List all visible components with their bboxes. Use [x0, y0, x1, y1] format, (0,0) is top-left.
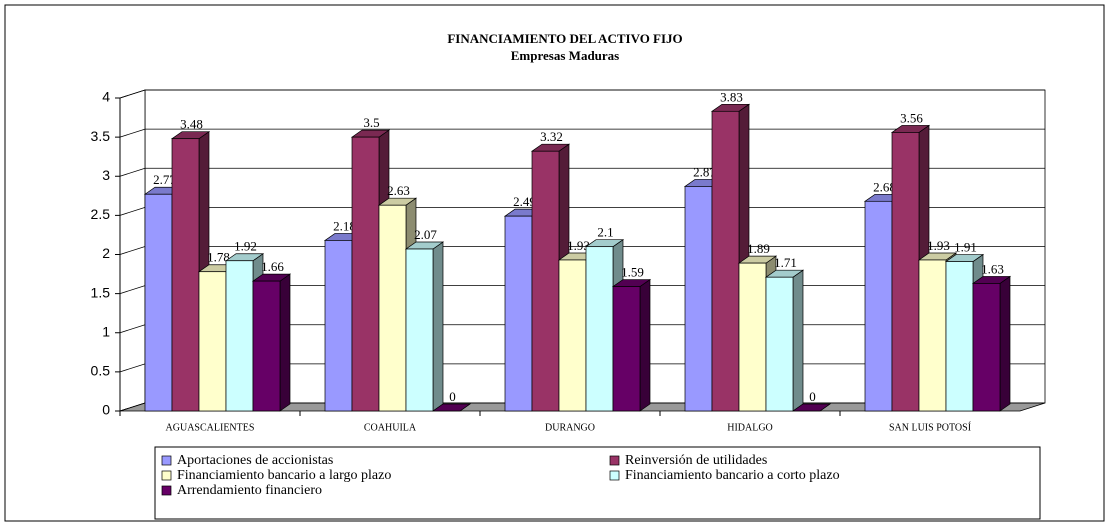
- data-label: 2.07: [414, 227, 437, 242]
- y-tick-label: 0: [102, 402, 110, 418]
- legend-label: Financiamiento bancario a corto plazo: [625, 468, 840, 483]
- y-tick-label: 3.5: [91, 128, 111, 144]
- legend-swatch: [609, 455, 620, 466]
- legend-label: Arrendamiento financiero: [177, 483, 322, 498]
- bar-front: [225, 260, 254, 412]
- data-label: 1.78: [207, 250, 230, 265]
- data-label: 1.71: [774, 255, 797, 270]
- bar-front: [378, 204, 407, 412]
- bar-front: [144, 193, 173, 412]
- legend-label: Aportaciones de accionistas: [177, 453, 333, 468]
- y-tick-label: 4: [102, 89, 110, 105]
- grid-line: [119, 89, 1045, 99]
- data-label: 3.32: [540, 129, 563, 144]
- data-label: 3.83: [720, 89, 743, 104]
- y-tick-label: 3: [102, 167, 110, 183]
- data-label: 2.1: [597, 225, 613, 240]
- bar: [791, 403, 832, 412]
- legend-swatch: [161, 485, 172, 496]
- data-label: 1.63: [981, 261, 1004, 276]
- bar-front: [864, 200, 893, 412]
- data-label: 1.91: [954, 240, 977, 255]
- data-label: 2.49: [513, 194, 536, 209]
- y-tick-label: 0.5: [91, 363, 111, 379]
- bar-front: [945, 261, 974, 412]
- bar: [251, 273, 292, 412]
- data-label: 2.18: [333, 218, 356, 233]
- x-tick-label: AGUASCALIENTES: [166, 422, 255, 433]
- bar-front: [711, 110, 740, 412]
- data-label: 2.68: [873, 179, 896, 194]
- data-label: 1.92: [234, 239, 257, 254]
- data-label: 1.89: [747, 241, 770, 256]
- bar-top: [791, 403, 832, 412]
- y-tick-label: 2.5: [91, 206, 111, 222]
- chart-subtitle: Empresas Maduras: [511, 48, 619, 63]
- bar: [404, 241, 445, 412]
- bar-front: [585, 246, 614, 412]
- y-tick-label: 1.5: [91, 284, 111, 300]
- data-label: 1.93: [927, 238, 950, 253]
- bar-front: [684, 186, 713, 412]
- bar-side: [999, 275, 1011, 412]
- bar-front: [972, 283, 1001, 412]
- bar: [737, 255, 778, 412]
- legend-swatch: [161, 455, 172, 466]
- bar-front: [558, 259, 587, 412]
- x-tick-label: DURANGO: [545, 422, 595, 433]
- legend-box: [154, 446, 1041, 520]
- bar-front: [612, 286, 641, 412]
- bar-top: [431, 403, 472, 412]
- data-label: 2.87: [693, 164, 716, 179]
- data-label: 1.93: [567, 238, 590, 253]
- bar: [971, 275, 1012, 412]
- data-label: 3.5: [363, 115, 379, 130]
- bar: [611, 278, 652, 412]
- bar-side: [432, 241, 444, 412]
- bar-front: [405, 248, 434, 412]
- bar: [431, 403, 472, 412]
- bar-front: [918, 259, 947, 412]
- bar-front: [198, 271, 227, 412]
- legend-swatch: [161, 470, 172, 481]
- legend-label: Reinversión de utilidades: [625, 453, 767, 468]
- bar: [764, 269, 805, 412]
- data-label: 3.48: [180, 117, 203, 132]
- x-tick-label: HIDALGO: [727, 422, 773, 433]
- bar-front: [171, 138, 200, 412]
- data-label: 2.77: [153, 172, 176, 187]
- x-tick-label: SAN LUIS POTOSÍ: [889, 421, 972, 433]
- data-label: 2.63: [387, 183, 410, 198]
- bar-front: [252, 280, 281, 412]
- data-label: 1.66: [261, 259, 284, 274]
- bar-front: [765, 276, 794, 412]
- data-label: 0: [449, 389, 456, 404]
- x-tick-label: COAHUILA: [364, 422, 417, 433]
- data-label: 3.56: [900, 110, 923, 125]
- bar-front: [351, 136, 380, 412]
- bar-front: [504, 215, 533, 412]
- y-tick-label: 2: [102, 245, 110, 261]
- legend-swatch: [609, 470, 620, 481]
- bar-side: [279, 273, 291, 412]
- legend-label: Financiamiento bancario a largo plazo: [177, 468, 391, 483]
- bar-front: [324, 240, 353, 412]
- data-label: 0: [809, 389, 816, 404]
- bar: [710, 103, 751, 412]
- y-tick-label: 1: [102, 323, 110, 339]
- bar-front: [531, 150, 560, 412]
- chart-title: FINANCIAMIENTO DEL ACTIVO FIJO: [447, 31, 682, 46]
- bar-front: [738, 262, 767, 412]
- bar-side: [639, 278, 651, 412]
- bar-side: [792, 269, 804, 412]
- data-label: 1.59: [621, 265, 644, 280]
- bar-front: [891, 132, 920, 412]
